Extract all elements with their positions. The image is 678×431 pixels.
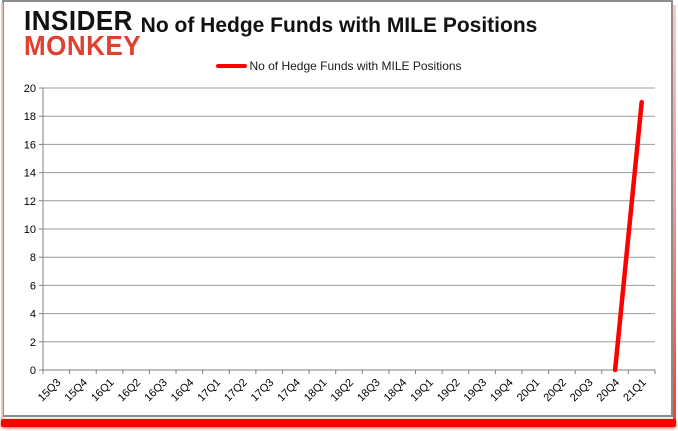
- chart-frame: [2, 0, 673, 417]
- y-tick-label: 14: [24, 168, 36, 180]
- y-tick-label: 4: [30, 309, 36, 321]
- legend-line-sample: [216, 64, 248, 68]
- x-tick-label: 19Q4: [488, 377, 516, 405]
- y-tick-label: 6: [30, 280, 36, 292]
- chart-title: No of Hedge Funds with MILE Positions: [140, 14, 538, 37]
- legend: No of Hedge Funds with MILE Positions: [0, 58, 678, 74]
- data-line: [612, 99, 644, 373]
- y-tick-label: 20: [24, 83, 36, 95]
- x-tick-label: 16Q3: [142, 377, 170, 405]
- x-tick-label: 17Q3: [249, 377, 277, 405]
- x-tick-label: 19Q2: [435, 377, 463, 405]
- y-tick-label: 2: [30, 337, 36, 349]
- legend-label: No of Hedge Funds with MILE Positions: [249, 59, 462, 73]
- y-tick-label: 16: [24, 139, 36, 151]
- x-tick-label: 18Q1: [302, 377, 330, 405]
- x-tick-label: 21Q1: [621, 377, 649, 405]
- insider-monkey-logo: INSIDER MONKEY: [24, 4, 142, 62]
- y-tick-label: 8: [30, 252, 36, 264]
- y-tick-label: 10: [24, 224, 36, 236]
- x-tick-label: 16Q1: [89, 377, 117, 405]
- x-tick-label: 20Q3: [568, 377, 596, 405]
- x-tick-label: 18Q4: [382, 377, 410, 405]
- x-tick-label: 16Q2: [116, 377, 144, 405]
- x-tick-label: 15Q4: [63, 377, 91, 405]
- left-red-glow: [1, 3, 3, 419]
- bottom-red-bar: [1, 419, 676, 427]
- x-tick-label: 17Q1: [196, 377, 224, 405]
- y-tick-label: 0: [30, 365, 36, 377]
- logo-line-monkey: MONKEY: [24, 29, 142, 62]
- x-tick-label: 20Q2: [541, 377, 569, 405]
- x-tick-label: 20Q4: [595, 377, 623, 405]
- x-tick-label: 19Q3: [462, 377, 490, 405]
- x-tick-label: 19Q1: [408, 377, 436, 405]
- x-tick-label: 17Q2: [222, 377, 250, 405]
- logo-line-insider: INSIDER: [24, 4, 133, 37]
- x-tick-label: 15Q3: [36, 377, 64, 405]
- x-tick-label: 20Q1: [515, 377, 543, 405]
- y-tick-label: 18: [24, 111, 36, 123]
- x-tick-label: 16Q4: [169, 377, 197, 405]
- x-tick-label: 18Q3: [355, 377, 383, 405]
- x-tick-label: 18Q2: [329, 377, 357, 405]
- x-tick-label: 17Q4: [275, 377, 303, 405]
- y-tick-label: 12: [24, 196, 36, 208]
- right-red-glow: [673, 5, 676, 421]
